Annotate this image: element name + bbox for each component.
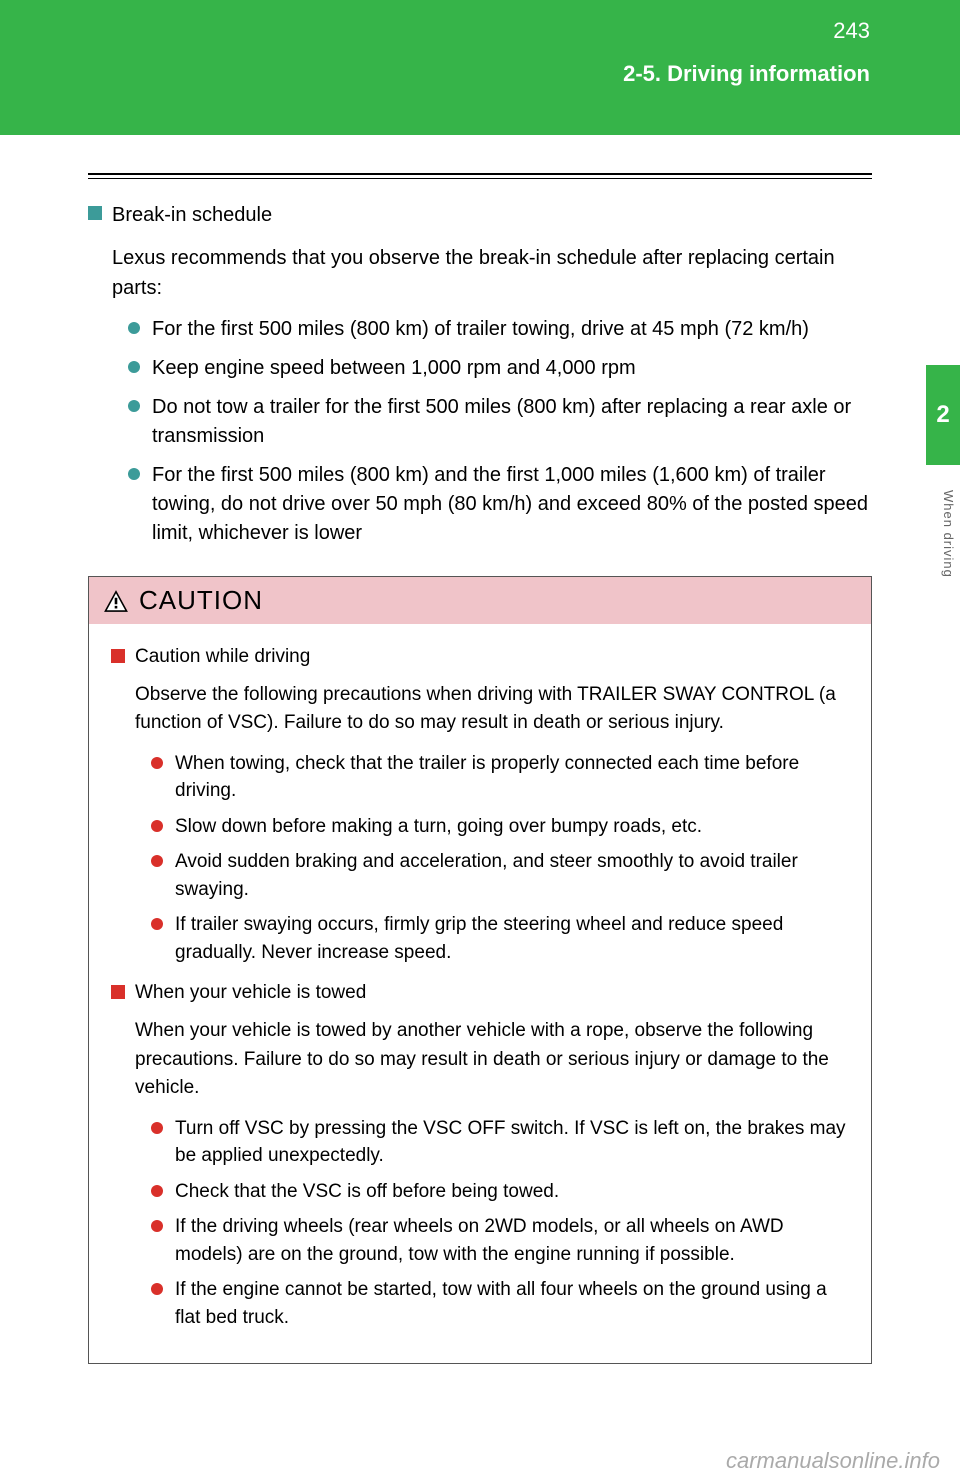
list-item: When towing, check that the trailer is p…: [151, 750, 849, 805]
bullet-text: Turn off VSC by pressing the VSC OFF swi…: [175, 1115, 849, 1170]
caution-box: CAUTION Caution while driving Observe th…: [88, 576, 872, 1364]
watermark-text: carmanualsonline.info: [726, 1448, 940, 1474]
list-item: If the engine cannot be started, tow wit…: [151, 1276, 849, 1331]
list-item: Keep engine speed between 1,000 rpm and …: [128, 354, 872, 383]
bullet-teal-icon: [128, 361, 140, 373]
list-item: Do not tow a trailer for the first 500 m…: [128, 393, 872, 451]
caution-block1-bullets: When towing, check that the trailer is p…: [151, 750, 849, 967]
page-number: 243: [833, 18, 870, 44]
square-teal-icon: [88, 206, 102, 220]
bullet-teal-icon: [128, 468, 140, 480]
bullet-red-icon: [151, 918, 163, 930]
square-red-icon: [111, 985, 125, 999]
bullet-teal-icon: [128, 400, 140, 412]
section-heading-text: Break-in schedule: [112, 201, 272, 229]
bullet-red-icon: [151, 1122, 163, 1134]
bullet-red-icon: [151, 1220, 163, 1232]
bullet-text: Slow down before making a turn, going ov…: [175, 813, 849, 841]
list-item: For the first 500 miles (800 km) of trai…: [128, 315, 872, 344]
list-item: Check that the VSC is off before being t…: [151, 1178, 849, 1206]
bullet-text: If trailer swaying occurs, firmly grip t…: [175, 911, 849, 966]
list-item: Slow down before making a turn, going ov…: [151, 813, 849, 841]
content-divider: [88, 173, 872, 179]
caution-title: CAUTION: [139, 585, 263, 616]
caution-block1-para: Observe the following precautions when d…: [135, 681, 849, 738]
caution-header: CAUTION: [89, 577, 871, 624]
bullet-teal-icon: [128, 322, 140, 334]
bullet-red-icon: [151, 820, 163, 832]
caution-body: Caution while driving Observe the follow…: [89, 624, 871, 1363]
header-band: 243 2-5. Driving information: [0, 0, 960, 135]
bullet-text: Keep engine speed between 1,000 rpm and …: [152, 354, 872, 383]
bullet-text: For the first 500 miles (800 km) of trai…: [152, 315, 872, 344]
bullet-text: If the driving wheels (rear wheels on 2W…: [175, 1213, 849, 1268]
chapter-side-tab: 2: [926, 365, 960, 465]
bullet-text: Do not tow a trailer for the first 500 m…: [152, 393, 872, 451]
bullet-text: Check that the VSC is off before being t…: [175, 1178, 849, 1206]
caution-block2-heading-text: When your vehicle is towed: [135, 980, 366, 1007]
list-item: If the driving wheels (rear wheels on 2W…: [151, 1213, 849, 1268]
bullet-text: If the engine cannot be started, tow wit…: [175, 1276, 849, 1331]
section-heading: Break-in schedule: [88, 201, 872, 229]
square-red-icon: [111, 649, 125, 663]
bullet-text: When towing, check that the trailer is p…: [175, 750, 849, 805]
bullet-red-icon: [151, 1185, 163, 1197]
list-item: Turn off VSC by pressing the VSC OFF swi…: [151, 1115, 849, 1170]
bullet-red-icon: [151, 757, 163, 769]
bullet-text: Avoid sudden braking and acceleration, a…: [175, 848, 849, 903]
list-item: Avoid sudden braking and acceleration, a…: [151, 848, 849, 903]
list-item: If trailer swaying occurs, firmly grip t…: [151, 911, 849, 966]
page-content: Break-in schedule Lexus recommends that …: [0, 135, 960, 1364]
list-item: For the first 500 miles (800 km) and the…: [128, 461, 872, 548]
section-bullets: For the first 500 miles (800 km) of trai…: [128, 315, 872, 548]
bullet-red-icon: [151, 855, 163, 867]
caution-block2-bullets: Turn off VSC by pressing the VSC OFF swi…: [151, 1115, 849, 1332]
caution-block1-heading: Caution while driving: [111, 644, 849, 671]
caution-block1-heading-text: Caution while driving: [135, 644, 310, 671]
caution-block2-para: When your vehicle is towed by another ve…: [135, 1017, 849, 1103]
section-label: 2-5. Driving information: [623, 61, 870, 87]
warning-triangle-icon: [103, 589, 129, 613]
section-intro: Lexus recommends that you observe the br…: [112, 243, 872, 303]
bullet-red-icon: [151, 1283, 163, 1295]
caution-block2-heading: When your vehicle is towed: [111, 980, 849, 1007]
bullet-text: For the first 500 miles (800 km) and the…: [152, 461, 872, 548]
side-vertical-label: When driving: [941, 490, 956, 578]
chapter-number: 2: [936, 401, 949, 429]
